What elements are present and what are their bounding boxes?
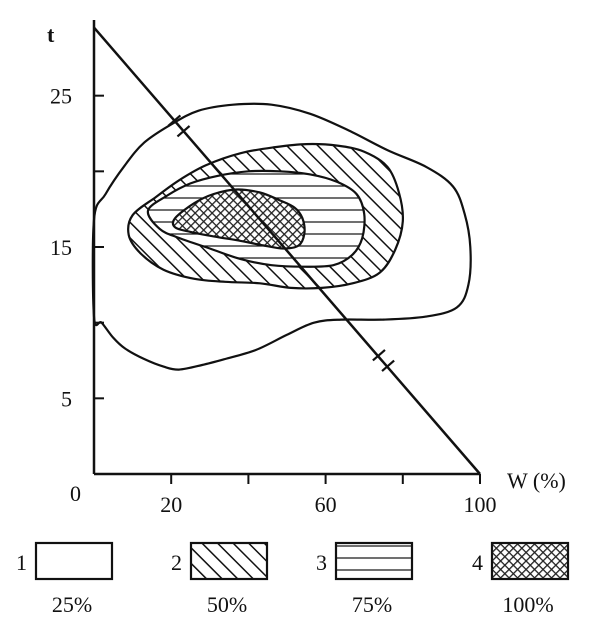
diagonal-break-mark: [372, 349, 386, 362]
legend-number: 1: [16, 550, 27, 575]
legend-label: 25%: [52, 592, 92, 617]
y-tick-label: 15: [50, 235, 72, 260]
origin-label: 0: [70, 481, 81, 506]
legend-swatch: [189, 541, 269, 581]
axes: 20 60 100 5 15 25: [50, 20, 497, 517]
legend-item-1: 1 25%: [16, 541, 114, 617]
x-tick-label: 20: [160, 492, 182, 517]
legend-item-2: 2 50%: [171, 541, 269, 617]
legend-item-3: 3 75%: [316, 541, 414, 617]
legend-label: 75%: [352, 592, 392, 617]
legend-swatch: [34, 541, 114, 581]
x-axis-label: W (%): [507, 468, 566, 493]
legend-label: 100%: [502, 592, 553, 617]
y-axis-ticks: 5 15 25: [50, 84, 104, 411]
diagonal-break-mark: [381, 359, 395, 372]
diagonal-line: [93, 26, 481, 475]
contour-regions: [91, 102, 472, 371]
diagonal-reference: [93, 26, 481, 475]
legend-item-4: 4 100%: [472, 541, 570, 617]
x-tick-label: 60: [315, 492, 337, 517]
legend-swatch: [334, 541, 414, 581]
legend-label: 50%: [207, 592, 247, 617]
x-tick-label: 100: [464, 492, 497, 517]
legend-number: 3: [316, 550, 327, 575]
y-tick-label: 5: [61, 386, 72, 411]
legend-number: 2: [171, 550, 182, 575]
x-axis-ticks: 20 60 100: [160, 474, 497, 517]
legend: 1 25% 2 50% 3 75% 4 100%: [16, 541, 570, 617]
y-tick-label: 25: [50, 84, 72, 109]
diagonal-break-mark: [167, 114, 182, 127]
legend-number: 4: [472, 550, 483, 575]
y-axis-label: t: [47, 22, 55, 47]
legend-swatch: [490, 541, 570, 581]
diagonal-break-mark: [176, 125, 191, 138]
